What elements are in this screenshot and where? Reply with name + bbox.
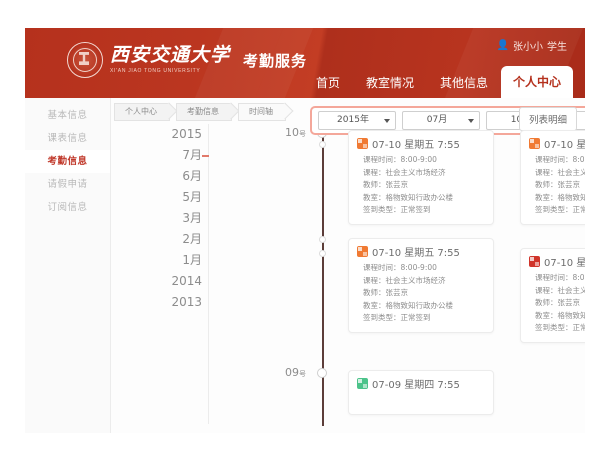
timeline-node[interactable] bbox=[317, 368, 327, 378]
nav-item-personal-center[interactable]: 个人中心 bbox=[500, 66, 573, 98]
card-course: 课程：社会主义市场经济 bbox=[535, 167, 585, 177]
card-course-time: 课程时间：8:00-9:00 bbox=[535, 155, 585, 164]
attendance-orange-icon bbox=[529, 138, 540, 149]
timeline-node[interactable] bbox=[319, 236, 326, 243]
date-rail-month-1[interactable]: 1月 bbox=[182, 253, 202, 267]
brand-subtitle: 考勤服务 bbox=[243, 51, 308, 70]
date-rail-month-7[interactable]: 7月 bbox=[152, 145, 209, 166]
card-course: 课程：社会主义市场经济 bbox=[363, 167, 446, 177]
date-rail-year-2015[interactable]: 2015 bbox=[171, 127, 202, 141]
card-classroom: 教室：格物致知行政办公楼 bbox=[363, 300, 453, 310]
site-header: 西安交通大学 XI'AN JIAO TONG UNIVERSITY 考勤服务 👤… bbox=[25, 28, 585, 98]
date-rail-month-6[interactable]: 6月 bbox=[182, 169, 202, 183]
attendance-red-icon bbox=[529, 256, 540, 267]
timeline-node[interactable] bbox=[319, 250, 326, 257]
sidebar-item-schedule[interactable]: 课表信息 bbox=[47, 133, 88, 144]
page-body: 基本信息 课表信息 考勤信息 请假申请 订阅信息 个人中心 考勤信息 时间轴 2… bbox=[25, 98, 585, 433]
date-rail-month-5[interactable]: 5月 bbox=[182, 190, 202, 204]
card-title-row: 07-10 星期五 7:55 bbox=[529, 254, 585, 269]
timeline-axis bbox=[322, 130, 324, 426]
main-nav: 首页 教室情况 其他信息 个人中心 bbox=[303, 66, 573, 98]
attendance-green-icon bbox=[357, 378, 368, 389]
breadcrumb-item-attendance[interactable]: 考勤信息 bbox=[176, 103, 232, 121]
card-classroom: 教室：格物致知行政办公楼 bbox=[535, 310, 585, 320]
card-title-row: 07-10 星期五 7:55 bbox=[529, 136, 585, 151]
card-teacher: 教师：张芸京 bbox=[363, 288, 408, 297]
card-signin-type: 签到类型：正常签到 bbox=[363, 313, 431, 322]
timeline-node[interactable] bbox=[319, 141, 326, 148]
card-classroom: 教室：格物致知行政办公楼 bbox=[535, 192, 585, 202]
date-rail: 2015 7月 6月 5月 3月 2月 1月 2014 2013 bbox=[152, 124, 209, 424]
user-info[interactable]: 👤 张小小 学生 bbox=[497, 38, 567, 53]
year-select[interactable]: 2015年 bbox=[318, 111, 396, 130]
brand-name-cn: 西安交通大学 bbox=[110, 44, 231, 66]
date-rail-month-2[interactable]: 2月 bbox=[182, 232, 202, 246]
sidebar-item-basic-info[interactable]: 基本信息 bbox=[47, 110, 88, 121]
sidebar-item-subscription[interactable]: 订阅信息 bbox=[47, 202, 88, 213]
attendance-card[interactable]: 07-10 星期五 7:55 课程时间：8:00-9:00 课程：社会主义市场经… bbox=[348, 238, 494, 333]
attendance-card[interactable]: 07-10 星期五 7:55 课程时间：8:00-9:00 课程：社会主义市场经… bbox=[520, 248, 585, 343]
attendance-orange-icon bbox=[357, 246, 368, 257]
nav-item-classroom[interactable]: 教室情况 bbox=[365, 76, 414, 90]
card-classroom: 教室：格物致知行政办公楼 bbox=[363, 192, 453, 202]
breadcrumb: 个人中心 考勤信息 时间轴 bbox=[114, 102, 585, 122]
card-title: 07-10 星期五 7:55 bbox=[544, 140, 585, 151]
brand-name-en: XI'AN JIAO TONG UNIVERSITY bbox=[110, 68, 201, 74]
sidebar: 基本信息 课表信息 考勤信息 请假申请 订阅信息 bbox=[25, 98, 111, 433]
card-course-time: 课程时间：8:00-9:00 bbox=[535, 273, 585, 282]
card-course: 课程：社会主义市场经济 bbox=[363, 275, 446, 285]
user-role: 学生 bbox=[547, 42, 567, 53]
timeline-day-label-10: 10号 bbox=[285, 126, 306, 139]
card-signin-type: 签到类型：正常签到 bbox=[535, 205, 585, 214]
card-course-time: 课程时间：8:00-9:00 bbox=[363, 263, 437, 272]
content-area: 个人中心 考勤信息 时间轴 2015 7月 6月 5月 3月 2月 1月 201… bbox=[110, 98, 585, 433]
person-icon: 👤 bbox=[496, 40, 509, 51]
nav-item-other-info[interactable]: 其他信息 bbox=[439, 76, 488, 90]
sidebar-item-attendance[interactable]: 考勤信息 bbox=[25, 150, 110, 173]
brand-lockup[interactable]: 西安交通大学 XI'AN JIAO TONG UNIVERSITY 考勤服务 bbox=[67, 42, 307, 78]
card-title: 07-10 星期五 7:55 bbox=[372, 248, 460, 259]
nav-item-home[interactable]: 首页 bbox=[315, 76, 340, 90]
card-title: 07-09 星期四 7:55 bbox=[372, 380, 460, 391]
browser-page: 西安交通大学 XI'AN JIAO TONG UNIVERSITY 考勤服务 👤… bbox=[25, 28, 585, 433]
card-title-row: 07-09 星期四 7:55 bbox=[357, 376, 485, 391]
card-course: 课程：社会主义市场经济 bbox=[535, 285, 585, 295]
university-seal-icon bbox=[67, 42, 103, 78]
date-rail-month-3[interactable]: 3月 bbox=[182, 211, 202, 225]
month-select[interactable]: 07月 bbox=[402, 111, 480, 130]
card-signin-type: 签到类型：正常签到 bbox=[535, 323, 585, 332]
date-rail-year-2014[interactable]: 2014 bbox=[171, 274, 202, 288]
card-title: 07-10 星期五 7:55 bbox=[372, 140, 460, 151]
breadcrumb-item-personal-center[interactable]: 个人中心 bbox=[114, 103, 170, 121]
card-course-time: 课程时间：8:00-9:00 bbox=[363, 155, 437, 164]
sidebar-item-leave-request[interactable]: 请假申请 bbox=[47, 179, 88, 190]
breadcrumb-item-timeline[interactable]: 时间轴 bbox=[238, 103, 286, 121]
list-detail-button[interactable]: 列表明细 bbox=[518, 107, 577, 131]
card-teacher: 教师：张芸京 bbox=[535, 298, 580, 307]
timeline-day-label-09: 09号 bbox=[285, 366, 306, 379]
card-signin-type: 签到类型：正常签到 bbox=[363, 205, 431, 214]
attendance-card[interactable]: 07-10 星期五 7:55 课程时间：8:00-9:00 课程：社会主义市场经… bbox=[520, 130, 585, 225]
attendance-orange-icon bbox=[357, 138, 368, 149]
card-teacher: 教师：张芸京 bbox=[363, 180, 408, 189]
card-teacher: 教师：张芸京 bbox=[535, 180, 580, 189]
card-title: 07-10 星期五 7:55 bbox=[544, 258, 585, 269]
date-rail-year-2013[interactable]: 2013 bbox=[171, 295, 202, 309]
card-title-row: 07-10 星期五 7:55 bbox=[357, 136, 485, 151]
attendance-card[interactable]: 07-09 星期四 7:55 bbox=[348, 370, 494, 415]
attendance-card[interactable]: 07-10 星期五 7:55 课程时间：8:00-9:00 课程：社会主义市场经… bbox=[348, 130, 494, 225]
brand-text-block: 西安交通大学 XI'AN JIAO TONG UNIVERSITY bbox=[110, 44, 231, 75]
user-name: 张小小 bbox=[513, 42, 543, 53]
card-title-row: 07-10 星期五 7:55 bbox=[357, 244, 485, 259]
